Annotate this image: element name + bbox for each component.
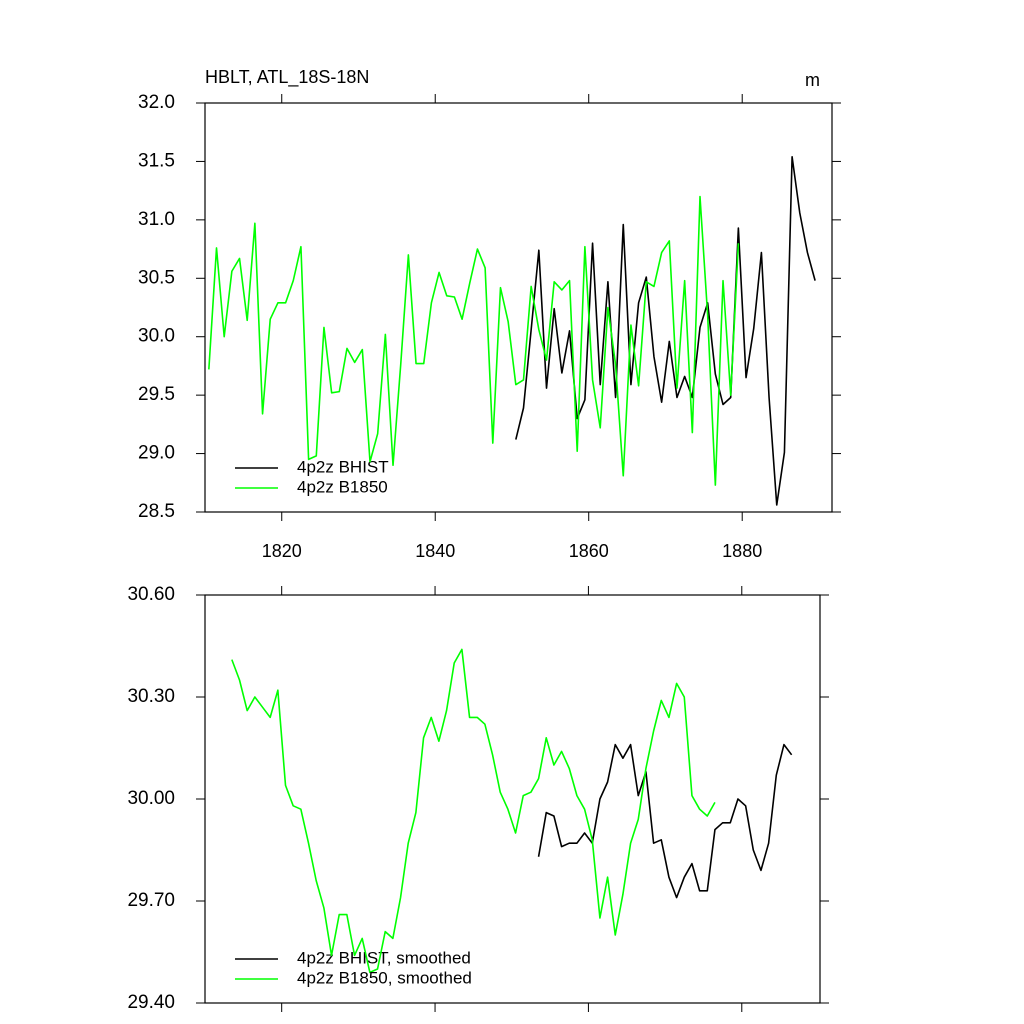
- y-tick-label: 28.5: [138, 501, 175, 522]
- legend-label: 4p2z B1850: [297, 477, 388, 496]
- y-tick-label: 32.0: [138, 92, 175, 113]
- y-tick-label: 31.0: [138, 209, 175, 230]
- y-tick-label: 29.70: [127, 890, 175, 911]
- legend-label: 4p2z BHIST: [297, 457, 389, 476]
- y-tick-label: 29.0: [138, 443, 175, 464]
- y-tick-label: 30.60: [127, 584, 175, 605]
- y-tick-label: 30.5: [138, 267, 175, 288]
- x-tick-label: 1820: [262, 541, 302, 561]
- series-line: [537, 743, 793, 899]
- y-tick-label: 30.0: [138, 326, 175, 347]
- series-line: [208, 195, 740, 486]
- y-tick-label: 29.5: [138, 384, 175, 405]
- legend-label: 4p2z BHIST, smoothed: [297, 948, 471, 967]
- y-tick-label: 30.30: [127, 686, 175, 707]
- plot-frame: [204, 594, 821, 1004]
- x-tick-label: 1880: [722, 541, 762, 561]
- x-tick-label: 1860: [569, 541, 609, 561]
- units-label: m: [805, 70, 820, 90]
- y-tick-label: 31.5: [138, 150, 175, 171]
- series-line: [515, 155, 816, 506]
- y-tick-label: 29.40: [127, 992, 175, 1013]
- legend-label: 4p2z B1850, smoothed: [297, 968, 472, 987]
- plot-frame: [204, 102, 833, 513]
- chart-title: HBLT, ATL_18S-18N: [205, 67, 369, 88]
- series-line: [231, 648, 716, 974]
- y-tick-label: 30.00: [127, 788, 175, 809]
- x-tick-label: 1840: [415, 541, 455, 561]
